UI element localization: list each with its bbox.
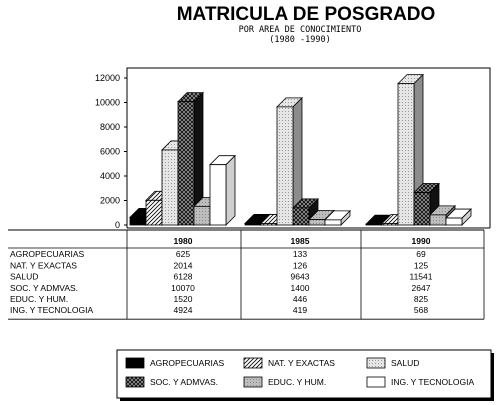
legend-label: ING. Y TECNOLOGIA bbox=[391, 377, 474, 387]
y-tick-label: 8000 bbox=[100, 122, 120, 132]
bar bbox=[276, 106, 294, 226]
legend-label: SALUD bbox=[391, 358, 419, 368]
chart-title: MATRICULA DE POSGRADO bbox=[177, 4, 436, 25]
bar-side bbox=[225, 154, 236, 226]
legend-label: SOC. Y ADMVAS. bbox=[150, 377, 218, 387]
bar bbox=[429, 214, 447, 226]
bar bbox=[177, 101, 195, 226]
chart-subtitle: POR AREA DE CONOCIMIENTO bbox=[239, 25, 362, 35]
table-cell: 2647 bbox=[412, 283, 431, 293]
table-cell: 11541 bbox=[409, 272, 432, 282]
table-row-label: AGROPECUARIAS bbox=[10, 249, 84, 259]
table-header-cell: 1985 bbox=[291, 236, 310, 246]
table-cell: 825 bbox=[414, 294, 428, 304]
bar bbox=[260, 223, 278, 226]
table-cell: 1400 bbox=[291, 283, 310, 293]
table-row-label: ING. Y TECNOLOGIA bbox=[10, 305, 93, 315]
table-cell: 625 bbox=[176, 249, 190, 259]
table-cell: 4924 bbox=[174, 305, 193, 315]
table-cell: 125 bbox=[414, 260, 428, 270]
table-cell: 419 bbox=[293, 305, 307, 315]
legend-swatch bbox=[366, 357, 386, 369]
legend-label: AGROPECUARIAS bbox=[150, 358, 224, 368]
table-cell: 10070 bbox=[171, 283, 195, 293]
bar bbox=[145, 199, 163, 226]
bar bbox=[397, 83, 415, 226]
y-tick-label: 10000 bbox=[95, 98, 120, 108]
table-cell: 2014 bbox=[174, 260, 193, 270]
table-cell: 69 bbox=[416, 249, 426, 259]
table-row-label: SOC. Y ADMVAS. bbox=[10, 283, 78, 293]
table-header-cell: 1980 bbox=[174, 236, 193, 246]
legend-box bbox=[116, 349, 492, 399]
table-row-label: SALUD bbox=[10, 272, 38, 282]
table-cell: 446 bbox=[293, 294, 307, 304]
legend-label: NAT. Y EXACTAS bbox=[268, 358, 335, 368]
table-cell: 126 bbox=[293, 260, 307, 270]
bar bbox=[209, 164, 227, 226]
bar bbox=[161, 149, 179, 226]
chart-back-wall bbox=[126, 67, 491, 228]
table-row-label: EDUC. Y HUM. bbox=[10, 294, 68, 304]
y-tick-label: 6000 bbox=[100, 147, 120, 157]
bar bbox=[193, 205, 211, 226]
legend-swatch bbox=[125, 376, 145, 388]
table-cell: 568 bbox=[414, 305, 428, 315]
legend-swatch bbox=[243, 357, 263, 369]
y-tick-label: 4000 bbox=[100, 171, 120, 181]
bar bbox=[365, 223, 383, 226]
bar bbox=[244, 222, 262, 226]
legend-swatch bbox=[366, 376, 386, 388]
bar bbox=[445, 217, 463, 226]
bar bbox=[381, 223, 399, 226]
y-tick-label: 2000 bbox=[100, 196, 120, 206]
table-header-cell: 1990 bbox=[412, 236, 431, 246]
table-cell: 6128 bbox=[174, 272, 193, 282]
table-row-label: NAT. Y EXACTAS bbox=[10, 260, 77, 270]
bar bbox=[308, 219, 326, 226]
bar bbox=[292, 207, 310, 226]
bar bbox=[129, 216, 147, 226]
y-tick-label: 12000 bbox=[95, 73, 120, 83]
table-cell: 1520 bbox=[174, 294, 193, 304]
legend-swatch bbox=[125, 357, 145, 369]
y-tick-label: 0 bbox=[115, 220, 120, 230]
legend-label: EDUC. Y HUM. bbox=[268, 377, 326, 387]
table-cell: 133 bbox=[293, 249, 307, 259]
table-cell: 9643 bbox=[291, 272, 310, 282]
legend-swatch bbox=[243, 376, 263, 388]
bar bbox=[413, 192, 431, 226]
bar bbox=[324, 219, 342, 226]
chart-subtitle-years: (1980 -1990) bbox=[269, 35, 330, 45]
